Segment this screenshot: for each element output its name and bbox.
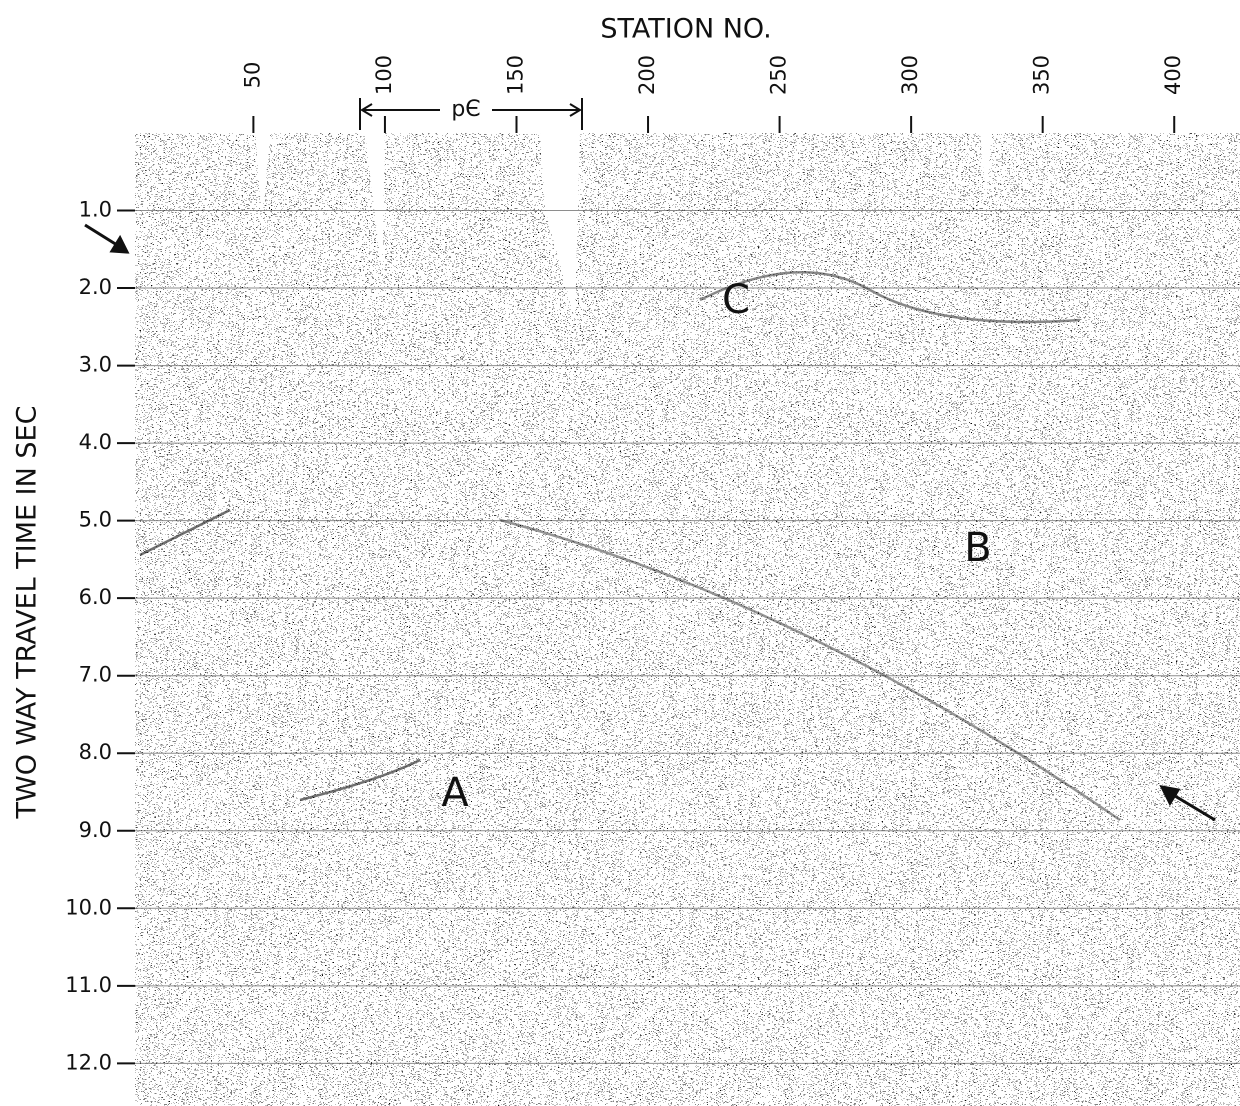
annotation: pЄ bbox=[451, 97, 480, 122]
muted-zones bbox=[255, 133, 992, 320]
y-tick-label: 5.0 bbox=[79, 508, 112, 532]
x-tick-label: 100 bbox=[372, 55, 396, 95]
y-tick-label: 9.0 bbox=[79, 818, 112, 842]
x-tick-label: 300 bbox=[898, 55, 922, 95]
y-tick-label: 10.0 bbox=[65, 895, 112, 919]
y-tick-label: 4.0 bbox=[79, 430, 112, 454]
annotation: A bbox=[441, 770, 469, 816]
annotation: B bbox=[964, 525, 991, 571]
y-tick-label: 2.0 bbox=[79, 275, 112, 299]
y-tick-label: 8.0 bbox=[79, 740, 112, 764]
y-tick-label: 3.0 bbox=[79, 353, 112, 377]
x-tick-label: 250 bbox=[767, 55, 791, 95]
arrows bbox=[84, 223, 1216, 822]
y-tick-label: 11.0 bbox=[65, 973, 112, 997]
x-tick-label: 50 bbox=[240, 62, 264, 89]
pc-bracket bbox=[359, 98, 583, 130]
y-tick-label: 12.0 bbox=[65, 1050, 112, 1074]
y-tick-label: 1.0 bbox=[79, 198, 112, 222]
x-axis-label: STATION NO. bbox=[600, 14, 771, 45]
x-tick-label: 400 bbox=[1161, 55, 1185, 95]
y-tick-label: 6.0 bbox=[79, 585, 112, 609]
seismic-section bbox=[135, 133, 1240, 1106]
reflectors bbox=[139, 270, 1121, 822]
x-tick-label: 350 bbox=[1030, 55, 1054, 95]
y-axis-label: TWO WAY TRAVEL TIME IN SEC bbox=[12, 406, 43, 820]
annotation: C bbox=[722, 277, 750, 323]
x-tick-label: 150 bbox=[503, 55, 527, 95]
y-tick-label: 7.0 bbox=[79, 663, 112, 687]
x-tick-label: 200 bbox=[635, 55, 659, 95]
